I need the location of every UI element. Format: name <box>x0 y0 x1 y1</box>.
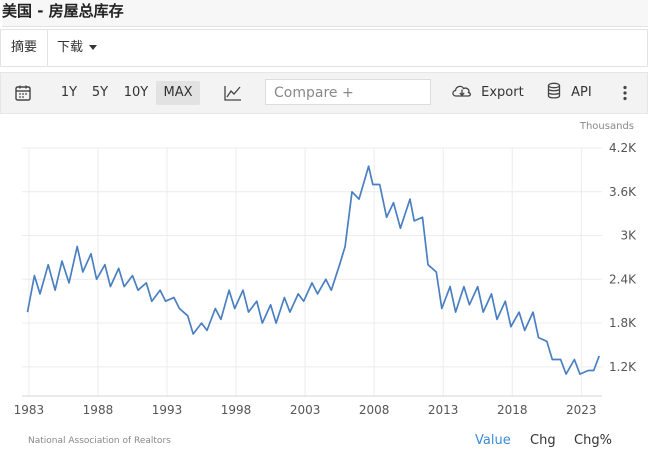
chart-toolbar: 1Y 5Y 10Y MAX Compare + Export API <box>0 72 648 114</box>
y-tick-label: 3.6K <box>609 185 637 199</box>
download-label: 下载 <box>57 40 84 55</box>
x-tick-label: 1998 <box>221 403 252 417</box>
x-tick-label: 1988 <box>83 403 114 417</box>
tab-value[interactable]: Value <box>475 433 511 448</box>
calendar-icon[interactable] <box>13 81 33 105</box>
caret-down-icon <box>89 45 98 50</box>
range-10y-button[interactable]: 10Y <box>123 85 149 100</box>
api-button[interactable]: API <box>547 81 597 105</box>
y-tick-label: 4.2K <box>609 141 637 155</box>
export-label: Export <box>481 85 524 100</box>
line-chart-icon[interactable] <box>221 81 245 105</box>
unit-label: Thousands <box>579 121 634 132</box>
range-5y-button[interactable]: 5Y <box>91 85 109 100</box>
api-label: API <box>571 85 592 100</box>
x-tick-label: 2013 <box>428 403 459 417</box>
x-tick-label: 1993 <box>152 403 183 417</box>
y-tick-label: 1.2K <box>609 360 637 374</box>
source-label: National Association of Realtors <box>28 436 171 446</box>
x-tick-label: 2023 <box>566 403 597 417</box>
summary-tab[interactable]: 摘要 <box>11 40 38 55</box>
y-tick-label: 1.8K <box>609 316 637 330</box>
export-button[interactable]: Export <box>451 81 527 105</box>
page-title: 美国 - 房屋总库存 <box>2 0 648 27</box>
y-tick-label: 3K <box>620 229 637 243</box>
y-tick-label: 2.4K <box>609 272 637 286</box>
cloud-download-icon <box>452 85 471 97</box>
range-1y-button[interactable]: 1Y <box>60 85 78 100</box>
tab-chg[interactable]: Chg <box>530 433 556 448</box>
sub-navigation-bar: 摘要 下载 <box>0 29 648 67</box>
tab-chg-percent[interactable]: Chg% <box>574 433 612 448</box>
x-tick-label: 2008 <box>359 403 390 417</box>
inventory-line-chart: 1.2K 1.8K 2.4K 3K 3.6K 4.2K 1983 1988 1993 1998 20… <box>14 121 637 417</box>
divider <box>47 30 48 66</box>
series-line <box>26 165 600 375</box>
x-tick-label: 2018 <box>497 403 528 417</box>
compare-input[interactable]: Compare + <box>265 79 431 105</box>
x-tick-label: 2003 <box>290 403 321 417</box>
download-dropdown[interactable]: 下载 <box>57 30 98 66</box>
database-icon <box>547 82 561 99</box>
range-max-button[interactable]: MAX <box>156 81 200 105</box>
more-options-icon[interactable] <box>617 81 633 105</box>
x-tick-label: 1983 <box>14 403 45 417</box>
